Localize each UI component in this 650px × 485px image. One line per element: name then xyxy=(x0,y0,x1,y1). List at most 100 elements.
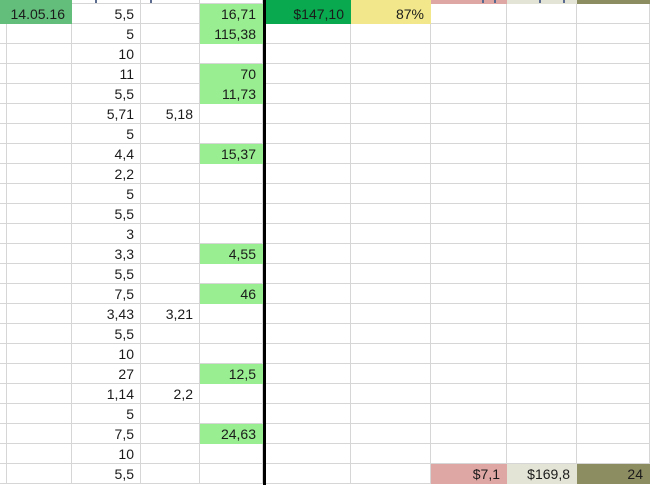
cell-D24[interactable] xyxy=(200,464,263,484)
cell-B15[interactable]: 7,5 xyxy=(72,284,141,304)
cell-D21[interactable] xyxy=(200,404,263,424)
cell-I6[interactable] xyxy=(577,104,650,124)
cell-C17[interactable] xyxy=(141,324,200,344)
cell-D22[interactable]: 24,63 xyxy=(200,424,263,444)
cell-C24[interactable] xyxy=(141,464,200,484)
cell-C7[interactable] xyxy=(141,124,200,144)
cell-D20[interactable] xyxy=(200,384,263,404)
cell-F5[interactable] xyxy=(351,84,431,104)
cell-A13[interactable] xyxy=(3,244,72,264)
cell-E24[interactable] xyxy=(263,464,351,484)
cell-G18[interactable] xyxy=(431,344,507,364)
cell-I17[interactable] xyxy=(577,324,650,344)
cell-G23[interactable] xyxy=(431,444,507,464)
cell-G3[interactable] xyxy=(431,44,507,64)
cell-F20[interactable] xyxy=(351,384,431,404)
cell-F13[interactable] xyxy=(351,244,431,264)
cell-D13[interactable]: 4,55 xyxy=(200,244,263,264)
cell-D5[interactable]: 11,73 xyxy=(200,84,263,104)
cell-G11[interactable] xyxy=(431,204,507,224)
cell-C21[interactable] xyxy=(141,404,200,424)
cell-C1[interactable] xyxy=(141,4,200,24)
cell-G16[interactable] xyxy=(431,304,507,324)
cell-G8[interactable] xyxy=(431,144,507,164)
cell-I14[interactable] xyxy=(577,264,650,284)
cell-F16[interactable] xyxy=(351,304,431,324)
cell-B11[interactable]: 5,5 xyxy=(72,204,141,224)
cell-H17[interactable] xyxy=(507,324,577,344)
cell-E12[interactable] xyxy=(263,224,351,244)
cell-F2[interactable] xyxy=(351,24,431,44)
cell-I8[interactable] xyxy=(577,144,650,164)
cell-D14[interactable] xyxy=(200,264,263,284)
cell-I19[interactable] xyxy=(577,364,650,384)
cell-D17[interactable] xyxy=(200,324,263,344)
cell-E17[interactable] xyxy=(263,324,351,344)
cell-H18[interactable] xyxy=(507,344,577,364)
cell-D1[interactable]: 16,71 xyxy=(200,4,263,24)
cell-A14[interactable] xyxy=(3,264,72,284)
cell-G15[interactable] xyxy=(431,284,507,304)
cell-A2[interactable] xyxy=(3,24,72,44)
cell-F23[interactable] xyxy=(351,444,431,464)
cell-G6[interactable] xyxy=(431,104,507,124)
cell-C16[interactable]: 3,21 xyxy=(141,304,200,324)
cell-C22[interactable] xyxy=(141,424,200,444)
cell-B18[interactable]: 10 xyxy=(72,344,141,364)
cell-B20[interactable]: 1,14 xyxy=(72,384,141,404)
cell-E11[interactable] xyxy=(263,204,351,224)
cell-H20[interactable] xyxy=(507,384,577,404)
cell-H15[interactable] xyxy=(507,284,577,304)
cell-H9[interactable] xyxy=(507,164,577,184)
cell-A4[interactable] xyxy=(3,64,72,84)
cell-E18[interactable] xyxy=(263,344,351,364)
cell-B8[interactable]: 4,4 xyxy=(72,144,141,164)
cell-F17[interactable] xyxy=(351,324,431,344)
cell-C9[interactable] xyxy=(141,164,200,184)
cell-E9[interactable] xyxy=(263,164,351,184)
cell-H16[interactable] xyxy=(507,304,577,324)
cell-A7[interactable] xyxy=(3,124,72,144)
cell-C10[interactable] xyxy=(141,184,200,204)
cell-C4[interactable] xyxy=(141,64,200,84)
cell-I24[interactable]: 24 xyxy=(577,464,650,484)
cell-F3[interactable] xyxy=(351,44,431,64)
cell-H23[interactable] xyxy=(507,444,577,464)
cell-D10[interactable] xyxy=(200,184,263,204)
cell-H2[interactable] xyxy=(507,24,577,44)
cell-H22[interactable] xyxy=(507,424,577,444)
cell-C14[interactable] xyxy=(141,264,200,284)
cell-A15[interactable] xyxy=(3,284,72,304)
cell-F11[interactable] xyxy=(351,204,431,224)
cell-G14[interactable] xyxy=(431,264,507,284)
cell-B19[interactable]: 27 xyxy=(72,364,141,384)
cell-E23[interactable] xyxy=(263,444,351,464)
cell-F6[interactable] xyxy=(351,104,431,124)
cell-A20[interactable] xyxy=(3,384,72,404)
cell-E20[interactable] xyxy=(263,384,351,404)
cell-B13[interactable]: 3,3 xyxy=(72,244,141,264)
cell-I10[interactable] xyxy=(577,184,650,204)
cell-F1[interactable]: 87% xyxy=(351,4,431,24)
cell-C13[interactable] xyxy=(141,244,200,264)
cell-A22[interactable] xyxy=(3,424,72,444)
cell-H1[interactable] xyxy=(507,4,577,24)
cell-D7[interactable] xyxy=(200,124,263,144)
cell-I7[interactable] xyxy=(577,124,650,144)
cell-E21[interactable] xyxy=(263,404,351,424)
cell-E13[interactable] xyxy=(263,244,351,264)
cell-A1[interactable]: 14.05.16 xyxy=(3,4,72,24)
cell-B16[interactable]: 3,43 xyxy=(72,304,141,324)
cell-D2[interactable]: 115,38 xyxy=(200,24,263,44)
cell-G10[interactable] xyxy=(431,184,507,204)
cell-F21[interactable] xyxy=(351,404,431,424)
cell-C18[interactable] xyxy=(141,344,200,364)
cell-B4[interactable]: 11 xyxy=(72,64,141,84)
cell-H11[interactable] xyxy=(507,204,577,224)
cell-A19[interactable] xyxy=(3,364,72,384)
cell-A8[interactable] xyxy=(3,144,72,164)
cell-C11[interactable] xyxy=(141,204,200,224)
cell-A11[interactable] xyxy=(3,204,72,224)
cell-E6[interactable] xyxy=(263,104,351,124)
cell-A3[interactable] xyxy=(3,44,72,64)
